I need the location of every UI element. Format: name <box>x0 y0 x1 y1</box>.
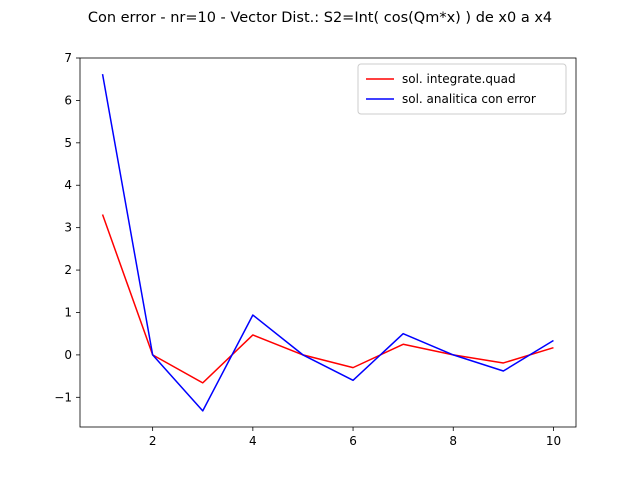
chart-title: Con error - nr=10 - Vector Dist.: S2=Int… <box>88 10 552 26</box>
x-tick-label: 6 <box>349 434 357 448</box>
axis-ticks: 2 4 6 8 10 −1 0 1 2 3 4 5 6 7 <box>54 51 561 448</box>
y-tick-label: 0 <box>64 348 72 362</box>
y-tick-label: 5 <box>64 136 72 150</box>
x-tick-label: 2 <box>149 434 157 448</box>
y-tick-label: 1 <box>64 305 72 319</box>
y-tick-label: 3 <box>64 221 72 235</box>
series-line-1 <box>101 214 554 384</box>
x-tick-label: 8 <box>449 434 457 448</box>
y-tick-label: 6 <box>64 93 72 107</box>
y-tick-label: 7 <box>64 51 72 65</box>
y-tick-label: −1 <box>54 390 72 404</box>
plot-area <box>79 57 577 428</box>
legend-label: sol. analitica con error <box>402 92 536 106</box>
x-tick-label: 4 <box>249 434 257 448</box>
y-tick-label: 4 <box>64 178 72 192</box>
legend-box <box>357 63 567 115</box>
legend: sol. integrate.quad sol. analitica con er… <box>357 63 567 115</box>
series-line-2 <box>101 73 554 412</box>
legend-label: sol. integrate.quad <box>402 72 516 86</box>
x-tick-label: 10 <box>546 434 561 448</box>
y-tick-label: 2 <box>64 263 72 277</box>
series-lines <box>101 73 554 412</box>
